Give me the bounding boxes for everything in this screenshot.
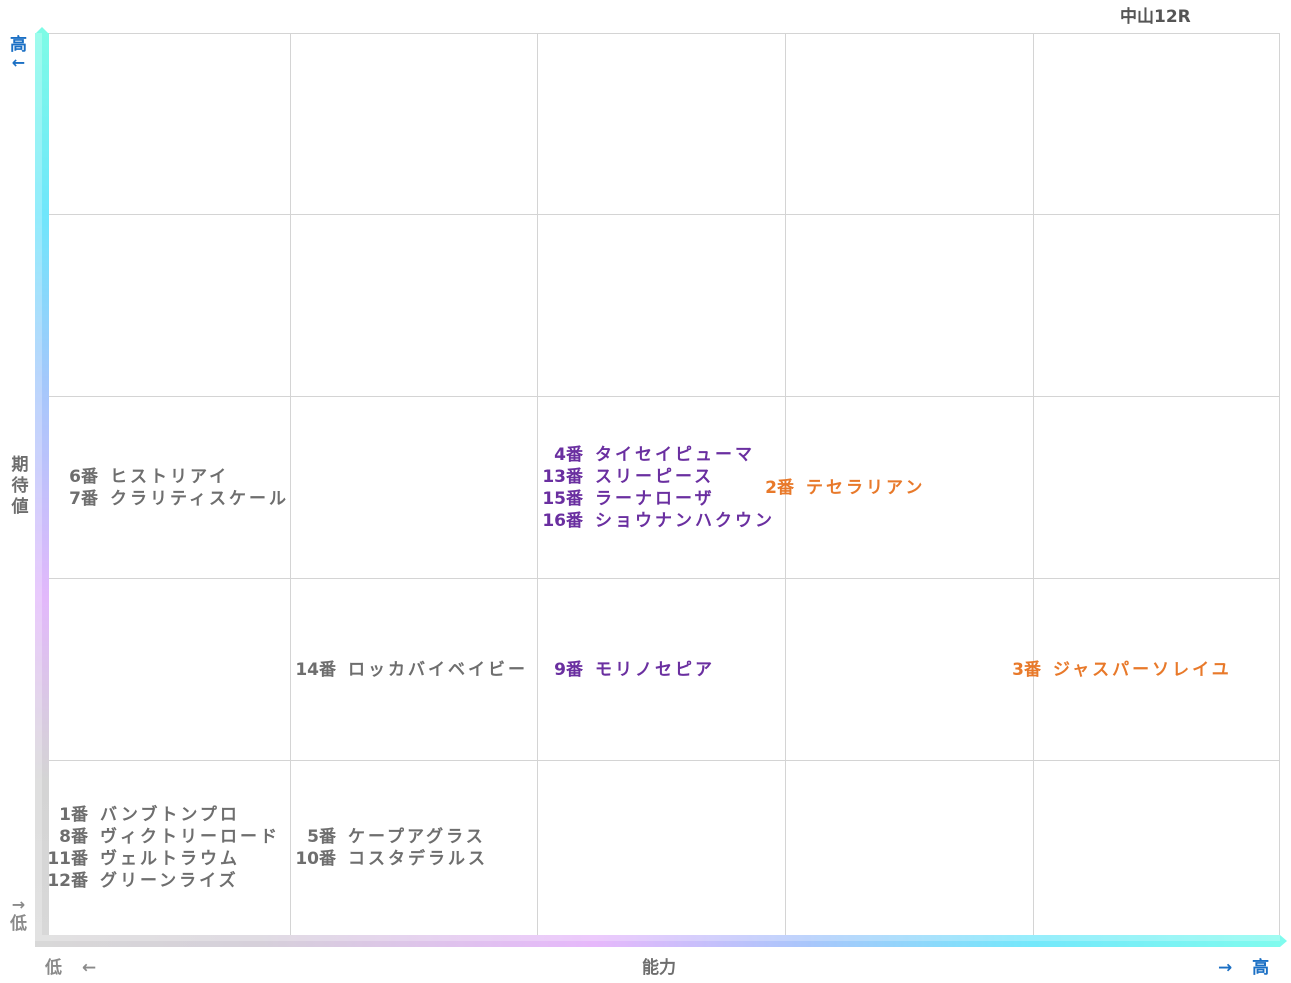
horse-entry: 3番 ジャスパーソレイユ — [995, 659, 1232, 681]
grid-line — [290, 34, 291, 939]
horse-number: 1番 — [59, 805, 88, 825]
horse-number: 15番 — [542, 488, 583, 509]
horse-number: 7番 — [69, 488, 98, 509]
y-low-text: 低 — [10, 914, 27, 934]
horse-name: テセラリアン — [806, 477, 926, 498]
horse-name: ヴェルトラウム — [100, 849, 240, 869]
grid-line — [49, 578, 1279, 579]
x-axis-low-label: 低 ← — [45, 953, 96, 978]
grid-cell-col1-row3: 6番 ヒストリアイ 7番 クラリティスケール — [52, 397, 289, 578]
x-high-arrow-icon: → — [1218, 958, 1233, 978]
grid-cell-col3-row3: 4番 タイセイピューマ 13番 スリーピース 15番 ラーナローザ 16番 ショウナンハクウン — [537, 397, 785, 578]
grid-line — [785, 34, 786, 939]
horse-name: ヴィクトリーロード — [100, 827, 280, 847]
x-axis-high-label: → 高 — [1218, 953, 1269, 978]
y-high-arrow-icon: ← — [11, 53, 26, 72]
horse-name: ラーナローザ — [595, 488, 715, 509]
horse-number: 3番 — [1012, 659, 1041, 680]
horse-number: 16番 — [542, 510, 583, 531]
horse-name: クラリティスケール — [110, 488, 289, 509]
horse-number: 9番 — [554, 659, 583, 680]
x-axis-bar — [35, 935, 1280, 947]
horse-number: 14番 — [295, 659, 336, 680]
y-axis-title-char: 期 — [11, 455, 29, 475]
grid-line — [537, 34, 538, 939]
horse-entry: 8番 ヴィクトリーロード — [42, 826, 280, 848]
horse-entry: 11番 ヴェルトラウム — [42, 848, 280, 870]
horse-entry: 2番 テセラリアン — [748, 477, 925, 499]
horse-entry: 4番 タイセイピューマ — [537, 444, 775, 466]
horse-name: バンブトンプロ — [100, 805, 240, 825]
horse-name: ショウナンハクウン — [595, 510, 775, 531]
horse-number: 12番 — [47, 871, 88, 891]
grid-cell-col3-row2: 9番 モリノセピア — [537, 579, 785, 760]
y-axis-low-label: → 低 — [10, 896, 27, 935]
y-low-arrow-icon: → — [11, 895, 26, 914]
grid-line — [1033, 34, 1034, 939]
x-low-arrow-icon: ← — [81, 958, 97, 978]
horse-number: 5番 — [307, 827, 336, 847]
horse-name: ロッカバイベイビー — [348, 659, 528, 680]
horse-name: ヒストリアイ — [110, 466, 230, 487]
x-high-text: 高 — [1252, 958, 1270, 978]
grid-line — [49, 214, 1279, 215]
horse-entry: 10番 コスタデラルス — [290, 848, 488, 870]
horse-entry: 6番 ヒストリアイ — [52, 466, 289, 488]
horse-number: 4番 — [554, 444, 583, 465]
y-axis-title-char: 値 — [11, 497, 29, 517]
y-axis-bar — [35, 33, 49, 945]
horse-entry: 9番 モリノセピア — [537, 659, 715, 681]
y-axis-high-label: 高 ← — [10, 35, 27, 72]
grid-cell-col1-row1: 1番 バンブトンプロ 8番 ヴィクトリーロード 11番 ヴェルトラウム 12番 グリーンライズ — [42, 761, 289, 935]
horse-name: モリノセピア — [595, 659, 715, 680]
horse-name: グリーンライズ — [100, 871, 239, 891]
grid-line — [49, 760, 1279, 761]
horse-name: ジャスパーソレイユ — [1053, 659, 1232, 680]
y-axis-arrowhead — [35, 27, 49, 34]
horse-entry: 14番 ロッカバイベイビー — [290, 659, 528, 681]
x-axis-title: 能力 — [642, 958, 676, 978]
x-low-text: 低 — [45, 958, 62, 978]
grid-cell-col5-row2: 3番 ジャスパーソレイユ — [995, 579, 1285, 760]
horse-entry: 1番 バンブトンプロ — [42, 804, 280, 826]
y-high-text: 高 — [10, 35, 27, 55]
horse-name: コスタデラルス — [348, 849, 488, 869]
horse-number: 11番 — [47, 849, 88, 869]
horse-entry: 5番 ケープアグラス — [290, 826, 488, 848]
y-axis-title: 期待値 — [10, 455, 30, 518]
horse-number: 6番 — [69, 466, 98, 487]
horse-number: 10番 — [295, 849, 336, 869]
race-title: 中山12R — [1120, 7, 1191, 27]
horse-entry: 15番 ラーナローザ — [537, 488, 775, 510]
grid-line — [49, 396, 1279, 397]
grid-cell-col2-row1: 5番 ケープアグラス 10番 コスタデラルス — [290, 761, 537, 935]
horse-entry: 12番 グリーンライズ — [42, 870, 280, 892]
horse-entry: 7番 クラリティスケール — [52, 488, 289, 510]
horse-number: 13番 — [542, 466, 583, 487]
y-axis-title-text: 期待値 — [12, 455, 29, 518]
horse-name: スリーピース — [595, 466, 715, 487]
horse-name: タイセイピューマ — [595, 444, 755, 465]
grid-cell-col4-row3: 2番 テセラリアン — [748, 397, 1033, 578]
horse-number: 8番 — [59, 827, 88, 847]
y-axis-title-char: 待 — [11, 476, 29, 496]
horse-name: ケープアグラス — [348, 827, 486, 847]
horse-entry: 13番 スリーピース — [537, 466, 775, 488]
horse-entry: 16番 ショウナンハクウン — [537, 510, 775, 532]
horse-number: 2番 — [765, 477, 794, 498]
grid-cell-col2-row2: 14番 ロッカバイベイビー — [290, 579, 537, 760]
x-axis-arrowhead — [1280, 935, 1287, 947]
